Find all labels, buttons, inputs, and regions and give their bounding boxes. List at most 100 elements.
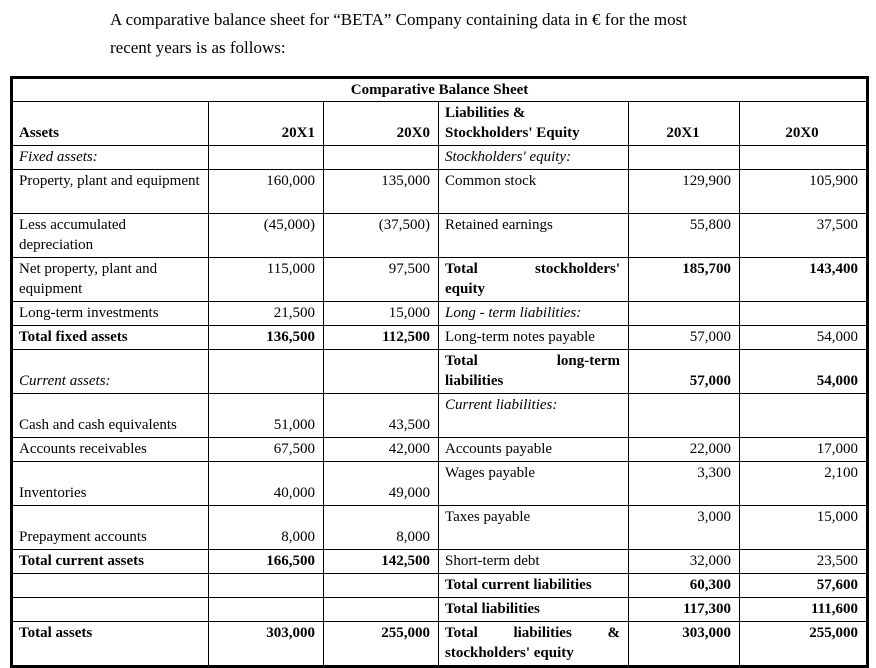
table-cell: Long - term liabilities: [438,301,629,326]
table-cell [208,349,324,394]
table-cell: Retained earnings [438,213,629,258]
table-cell: 55,800 [628,213,740,258]
table-cell: Total long-term liabilities [438,349,629,394]
table-cell: 57,000 [628,325,740,350]
table-cell: 166,500 [208,549,324,574]
table-cell: 142,500 [323,549,439,574]
table-row: Property, plant and equipment 160,000 135,… [11,169,869,214]
cell-line: Stockholders' Equity [445,125,580,141]
table-cell: Fixed assets: [11,145,209,170]
table-cell: Less accumulated depreciation [11,213,209,258]
table-cell: 17,000 [738,437,869,462]
table-row: Total liabilities 117,300 111,600 [11,597,869,622]
table-cell [208,597,324,622]
table-cell: 136,500 [208,325,324,350]
table-cell: 21,500 [208,301,324,326]
table-cell: 57,600 [738,573,869,598]
table-cell: 129,900 [628,169,740,214]
table-cell: 40,000 [208,461,324,506]
table-cell: Liabilities & Stockholders' Equity [438,101,629,146]
intro-line-2: recent years is as follows: [110,38,286,57]
table-cell [323,145,439,170]
table-cell: 255,000 [323,621,439,667]
table-row: Accounts receivables 67,500 42,000 Accounts… [11,437,869,462]
table-cell: 57,000 [628,349,740,394]
table-cell [323,349,439,394]
balance-sheet-table: Comparative Balance Sheet Assets 20X1 20X0… [10,76,870,668]
table-cell: Total fixed assets [11,325,209,350]
table-cell: Property, plant and equipment [11,169,209,214]
table-cell: 3,000 [628,505,740,550]
table-cell: 3,300 [628,461,740,506]
table-cell [11,597,209,622]
table-cell [738,393,869,438]
table-cell: 111,600 [738,597,869,622]
table-cell: 20X1 [628,101,740,146]
table-cell: 2,100 [738,461,869,506]
table-row: Less accumulated depreciation (45,000) (37… [11,213,869,258]
table-cell: Accounts receivables [11,437,209,462]
table-row: Inventories 40,000 49,000 Wages payable 3,30… [11,461,869,506]
table-cell: Inventories [11,461,209,506]
table-cell: Accounts payable [438,437,629,462]
table-cell: (45,000) [208,213,324,258]
table-cell: 255,000 [738,621,869,667]
cell-line: Total stockholders' [445,261,620,277]
table-cell [738,145,869,170]
table-title: Comparative Balance Sheet [10,77,869,102]
table-cell: Total current liabilities [438,573,629,598]
table-cell: 20X1 [208,101,324,146]
table-cell: Net property, plant and equipment [11,257,209,302]
cell-line: Total long-term [445,353,620,369]
table-title-row: Comparative Balance Sheet [10,77,869,102]
table-cell: Short-term debt [438,549,629,574]
table-cell [323,573,439,598]
table-row: Total assets 303,000 255,000 Total liabiliti… [11,621,869,667]
table-cell: 23,500 [738,549,869,574]
table-cell: 37,500 [738,213,869,258]
table-row: Net property, plant and equipment 115,000… [11,257,869,302]
balance-sheet-body: Assets 20X1 20X0 Liabilities & Stockholders'… [11,101,869,667]
table-cell: Long-term investments [11,301,209,326]
table-cell: 115,000 [208,257,324,302]
table-cell [11,573,209,598]
table-cell: Total assets [11,621,209,667]
cell-line: liabilities [445,373,504,389]
table-cell: 105,900 [738,169,869,214]
table-cell: 303,000 [628,621,740,667]
table-cell: 43,500 [323,393,439,438]
table-cell: 15,000 [323,301,439,326]
page: { "intro": { "line1": "A comparative bal… [0,6,876,668]
table-cell: 160,000 [208,169,324,214]
table-cell: 112,500 [323,325,439,350]
table-cell: 15,000 [738,505,869,550]
table-row: Total fixed assets 136,500 112,500 Long-ter… [11,325,869,350]
table-row: Long-term investments 21,500 15,000 Long - … [11,301,869,326]
table-cell: 49,000 [323,461,439,506]
table-cell: 42,000 [323,437,439,462]
cell-line: stockholders' equity [445,645,574,661]
table-cell: 20X0 [323,101,439,146]
table-cell: 8,000 [323,505,439,550]
table-cell: Cash and cash equivalents [11,393,209,438]
table-cell: Total current assets [11,549,209,574]
table-row: Current assets: Total long-term liabilities… [11,349,869,394]
intro-line-1: A comparative balance sheet for “BETA” C… [110,10,687,29]
table-row: Cash and cash equivalents 51,000 43,500 Cur… [11,393,869,438]
table-row: Assets 20X1 20X0 Liabilities & Stockholders'… [11,101,869,146]
table-cell: Assets [11,101,209,146]
table-cell: 32,000 [628,549,740,574]
table-cell: 54,000 [738,325,869,350]
table-cell: 67,500 [208,437,324,462]
table-cell [628,145,740,170]
table-cell: Long-term notes payable [438,325,629,350]
table-cell: Total liabilities [438,597,629,622]
table-cell [208,145,324,170]
cell-line: Liabilities & [445,105,526,121]
table-cell: Current liabilities: [438,393,629,438]
table-cell: Current assets: [11,349,209,394]
intro-paragraph: A comparative balance sheet for “BETA” C… [110,6,876,62]
table-row: Fixed assets: Stockholders' equity: [11,145,869,170]
table-row: Prepayment accounts 8,000 8,000 Taxes payab… [11,505,869,550]
table-cell: 22,000 [628,437,740,462]
